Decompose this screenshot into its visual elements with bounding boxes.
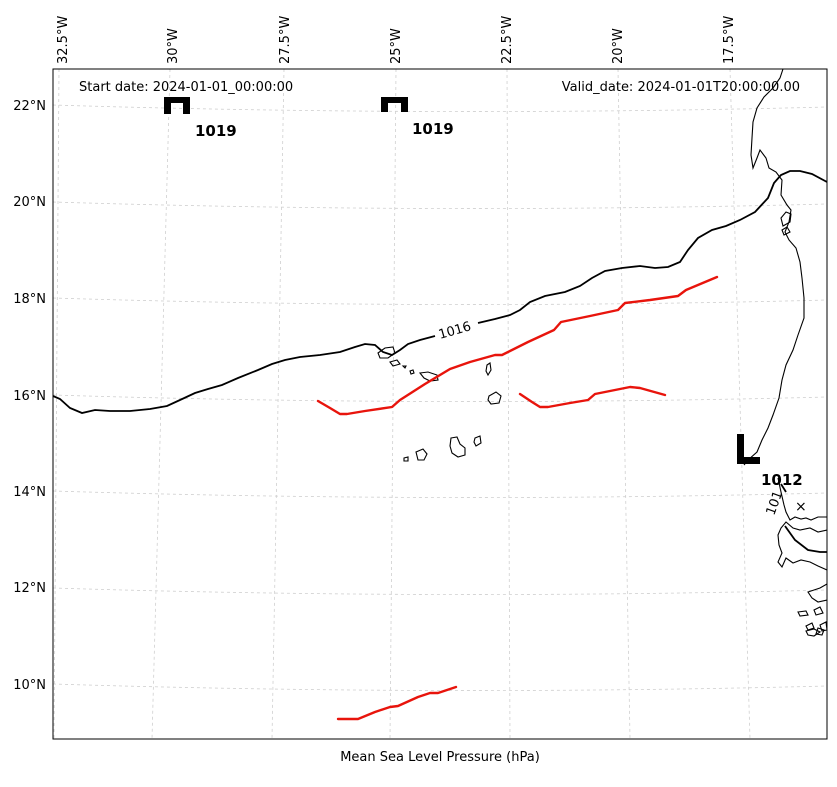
map-area: 1019 1019 1012 1016 101 × Start date: 20… [52, 68, 828, 740]
cape-verde-islands [377, 346, 502, 462]
high-pressure-center-2: 1019 [381, 97, 454, 138]
guinea-bissau-coast [807, 583, 827, 603]
minimum-marker-icon: × [795, 499, 807, 515]
high-pressure-value: 1019 [195, 122, 237, 140]
african-coast-south [777, 477, 827, 521]
isobars [53, 170, 827, 553]
longitude-ticks: 32.5°W 30°W 27.5°W 25°W 22.5°W 20°W 17.5… [56, 16, 737, 64]
lon-tick-22-5w: 22.5°W [500, 16, 515, 64]
senegal-gambia-coast [777, 521, 827, 571]
low-pressure-center: 1012 [737, 434, 803, 489]
latitude-ticks: 22°N 20°N 18°N 16°N 14°N 12°N 10°N [13, 99, 46, 693]
lon-tick-27-5w: 27.5°W [278, 16, 293, 64]
isobar-1012 [784, 525, 827, 553]
island-sao-vicente [389, 359, 401, 367]
isobar-1016-east [477, 170, 827, 324]
map-frame [52, 68, 828, 740]
lat-tick-22n: 22°N [13, 99, 46, 114]
isobar-1012-b [780, 483, 787, 493]
lon-tick-20w: 20°W [611, 28, 626, 64]
lat-tick-10n: 10°N [13, 678, 46, 693]
island-sal [485, 362, 492, 377]
high-icon [164, 97, 190, 114]
lat-tick-14n: 14°N [13, 485, 46, 500]
mauritania-islet [781, 226, 791, 236]
island-maio [473, 435, 482, 447]
mauritania-inlet [780, 211, 792, 227]
lon-tick-17-5w: 17.5°W [722, 16, 737, 64]
island-boa-vista [487, 391, 502, 405]
island-brava [403, 456, 409, 462]
lat-tick-12n: 12°N [13, 581, 46, 596]
start-date: Start date: 2024-01-01_00:00:00 [79, 80, 293, 95]
low-icon [737, 434, 760, 464]
high-icon [381, 97, 408, 112]
low-pressure-value: 1012 [761, 471, 803, 489]
front-south [336, 685, 458, 721]
bijagos-islands [815, 627, 825, 636]
fronts [316, 275, 719, 721]
graticule [53, 69, 827, 739]
lon-tick-25w: 25°W [389, 28, 404, 64]
island-santiago [449, 436, 466, 458]
guinea-islands-2 [813, 606, 824, 616]
valid-date: Valid_date: 2024-01-01T20:00:00.00 [562, 80, 800, 95]
high-pressure-value: 1019 [412, 120, 454, 138]
guinea-islands-1 [797, 610, 809, 617]
island-sao-nicolau [409, 369, 415, 375]
lon-tick-32-5w: 32.5°W [56, 16, 71, 64]
map-footer: Mean Sea Level Pressure (hPa) [340, 750, 540, 765]
map-background [53, 69, 827, 739]
lat-tick-18n: 18°N [13, 292, 46, 307]
island-sao-nicolau-2 [418, 371, 439, 382]
front-main [316, 275, 719, 416]
island-fogo [415, 448, 428, 461]
front-east [518, 385, 667, 409]
high-pressure-center-1: 1019 [164, 97, 237, 140]
guinea-islands-3 [805, 622, 815, 631]
island-santa-luzia [401, 365, 407, 369]
coastline [743, 69, 827, 637]
lat-tick-16n: 16°N [13, 389, 46, 404]
lon-tick-30w: 30°W [166, 28, 181, 64]
lat-tick-20n: 20°N [13, 195, 46, 210]
isobar-1016 [53, 335, 436, 414]
